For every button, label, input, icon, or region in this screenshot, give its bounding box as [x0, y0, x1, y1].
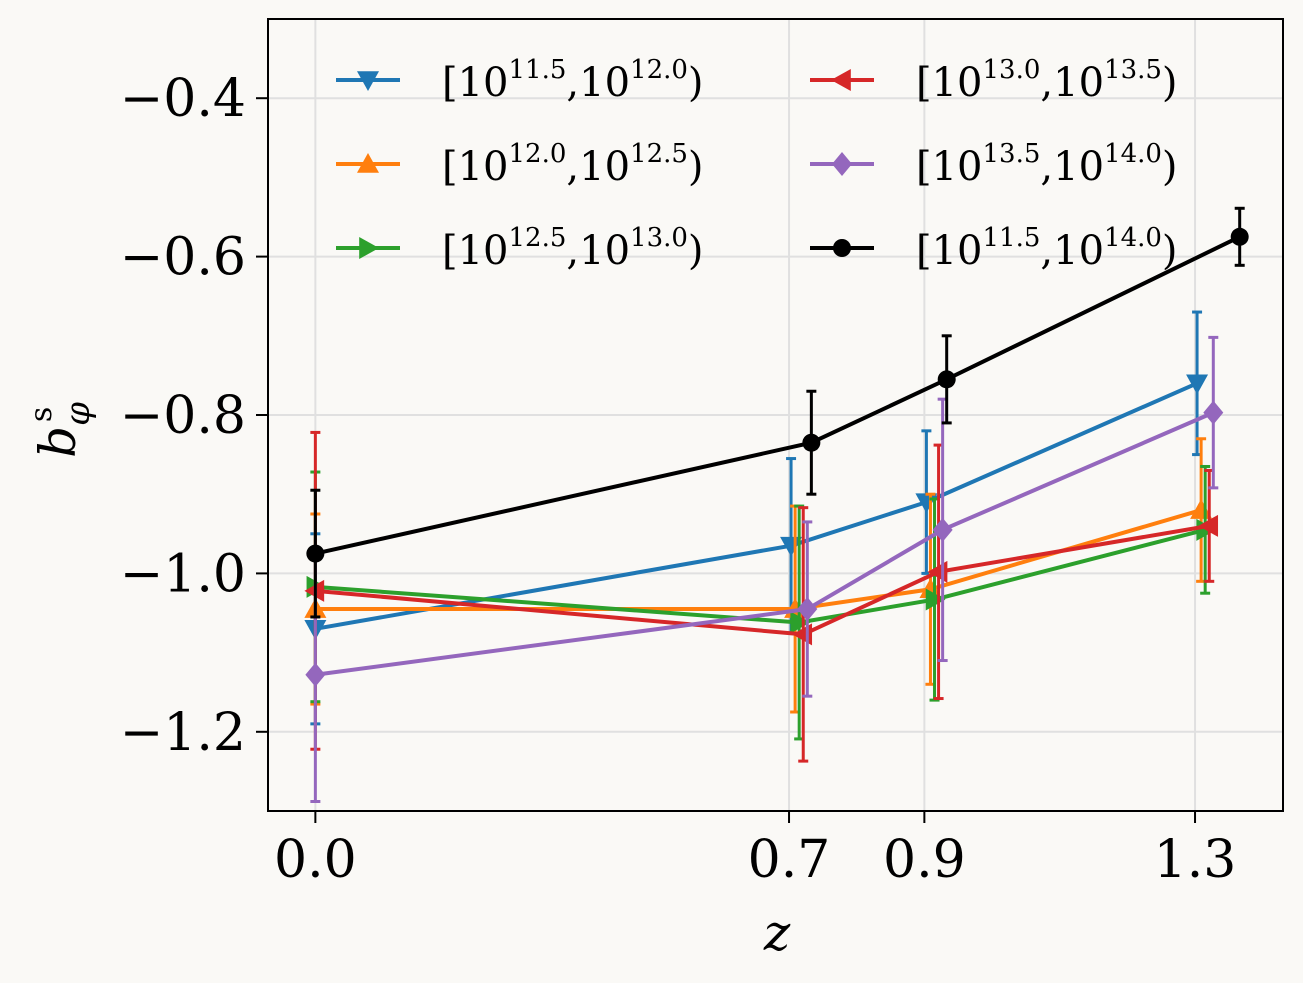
legend-marker: [357, 153, 379, 173]
data-point: [802, 433, 821, 452]
legend-item: [1013.5,1014.0): [810, 139, 1178, 190]
data-point: [790, 611, 811, 634]
series-line: [315, 523, 1210, 637]
series-5: [305, 335, 1224, 803]
legend-marker: [831, 69, 851, 91]
y-axis-label: bφs: [24, 402, 98, 458]
legend-label: [1011.5,1012.0): [442, 55, 704, 106]
y-tick-label: −0.6: [120, 228, 246, 288]
x-tick-label: 1.3: [1154, 830, 1237, 890]
y-axis-label-main: b: [29, 426, 87, 458]
data-point: [932, 517, 953, 542]
y-axis-label-sup: s: [24, 407, 59, 422]
legend: [1011.5,1012.0) [1012.0,1012.5) [1012.5,10…: [336, 55, 1178, 274]
x-tick-label: 0.7: [748, 830, 831, 890]
data-point: [1230, 227, 1249, 246]
data-point: [797, 597, 818, 622]
legend-marker: [359, 237, 379, 259]
grid: [268, 19, 1283, 811]
x-axis-label: z: [763, 904, 791, 962]
data-point: [305, 662, 326, 687]
data-point: [937, 370, 956, 389]
legend-item: [1012.0,1012.5): [336, 139, 704, 190]
data-point: [1198, 514, 1219, 537]
series-6: [306, 206, 1249, 619]
data-point: [925, 588, 946, 611]
series-line: [315, 527, 1206, 625]
legend-item: [1013.0,1013.5): [810, 55, 1178, 106]
legend-marker: [833, 239, 851, 257]
legend-marker: [357, 71, 379, 91]
data-point: [1186, 374, 1209, 395]
legend-label: [1012.0,1012.5): [442, 139, 704, 190]
legend-item: [1011.5,1012.0): [336, 55, 704, 106]
x-tick-label: 0.0: [274, 830, 357, 890]
legend-marker: [832, 152, 852, 176]
series-line: [315, 381, 1198, 631]
svg-text:bφs: bφs: [24, 402, 98, 458]
legend-item: [1012.5,1013.0): [336, 223, 704, 274]
data-point: [1203, 400, 1224, 425]
legend-label: [1012.5,1013.0): [442, 223, 704, 274]
series-layer: [304, 206, 1249, 803]
axes: 0.0 0.7 0.9 1.3 −0.4 −0.6 −0.8 −1.0 −1.2: [120, 69, 1237, 890]
x-tick-label: 0.9: [883, 830, 966, 890]
y-tick-label: −1.0: [120, 544, 246, 604]
series-line: [314, 235, 1241, 556]
legend-label: [1011.5,1014.0): [916, 223, 1178, 274]
legend-item: [1011.5,1014.0): [810, 223, 1178, 274]
legend-label: [1013.5,1014.0): [916, 139, 1178, 190]
legend-label: [1013.0,1013.5): [916, 55, 1178, 106]
data-point: [306, 544, 325, 563]
y-tick-label: −0.8: [120, 386, 246, 446]
y-axis-label-sub: φ: [58, 402, 98, 426]
y-tick-label: −0.4: [120, 69, 246, 129]
y-tick-label: −1.2: [120, 703, 246, 763]
series-line: [315, 410, 1215, 677]
